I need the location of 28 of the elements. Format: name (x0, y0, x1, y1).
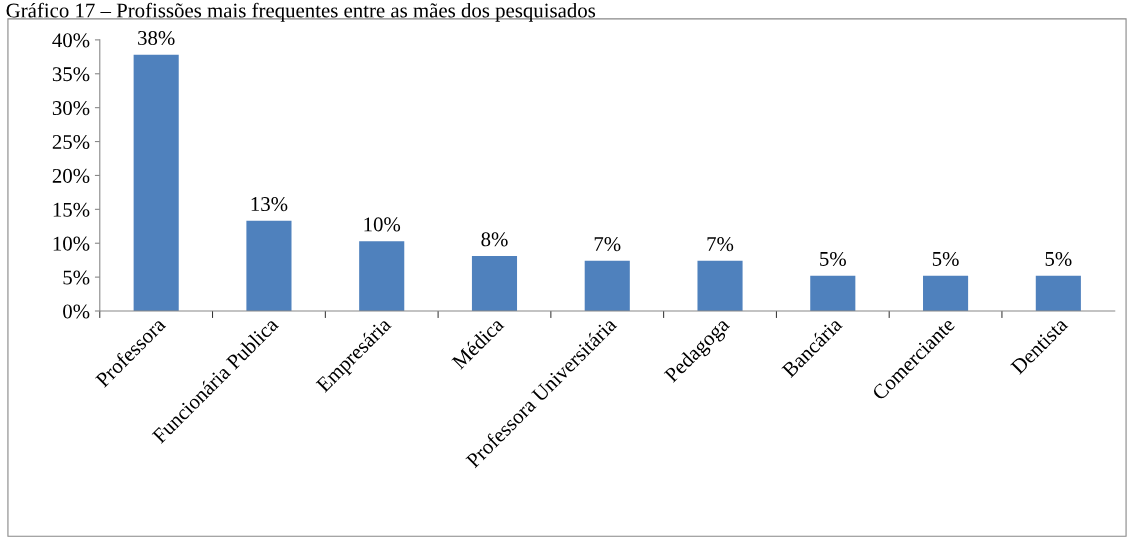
y-tick-label: 0% (63, 304, 90, 319)
y-tick-label: 25% (52, 134, 90, 150)
data-label: 5% (1045, 251, 1072, 267)
bar (584, 260, 630, 311)
bar (810, 275, 856, 311)
y-tick-label: 5% (63, 270, 90, 285)
data-label: 10% (364, 217, 401, 232)
bar (359, 241, 405, 311)
data-label: 5% (932, 251, 959, 267)
chart-title: Gráfico 17 – Profissões mais frequentes entre as mães dos pesquisados (6, 2, 596, 22)
bar (923, 275, 969, 311)
bar (133, 54, 179, 311)
data-label: 7% (707, 237, 734, 252)
y-tick-label: 30% (52, 101, 90, 116)
bar (697, 260, 743, 311)
y-tick-label: 20% (52, 168, 90, 183)
bar (1035, 275, 1081, 311)
bar (246, 220, 292, 311)
data-label: 8% (481, 232, 508, 247)
data-label: 38% (138, 30, 175, 46)
y-tick-label: 10% (53, 236, 90, 251)
data-label: 7% (594, 237, 621, 252)
y-tick-label: 40% (52, 33, 90, 48)
data-label: 5% (820, 251, 846, 267)
y-tick-label: 35% (52, 67, 90, 82)
bar (471, 256, 518, 311)
data-label: 13% (251, 197, 288, 212)
y-tick-label: 15% (53, 202, 90, 217)
